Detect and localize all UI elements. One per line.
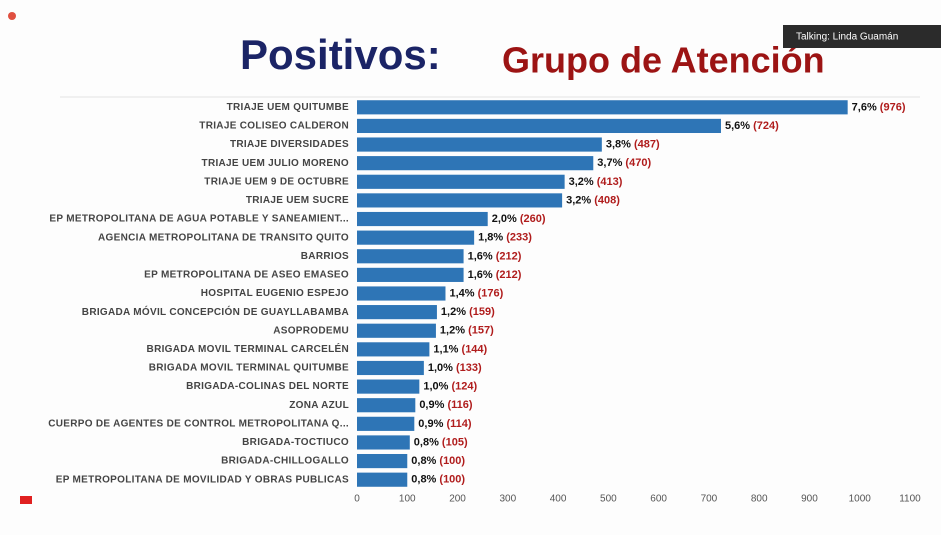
category-label: BRIGADA-TOCTIUCO <box>242 437 349 448</box>
value-label: 1,4% (176) <box>449 287 503 299</box>
value-label: 0,8% (100) <box>411 474 465 486</box>
value-label: 7,6% (976) <box>852 101 906 113</box>
bar <box>357 416 415 431</box>
bar <box>357 249 464 264</box>
chart-title: Positivos: <box>240 31 441 78</box>
value-label: 3,7% (470) <box>597 157 651 169</box>
talking-badge <box>783 25 941 48</box>
category-label: EP METROPOLITANA DE AGUA POTABLE Y SANEA… <box>49 214 349 225</box>
bar <box>357 472 408 487</box>
bar <box>357 323 436 338</box>
value-label: 3,2% (413) <box>569 176 623 188</box>
bar <box>357 137 602 152</box>
bar <box>357 435 410 450</box>
x-tick-label: 1000 <box>849 494 872 505</box>
x-tick-label: 800 <box>751 494 768 505</box>
value-label: 1,0% (124) <box>423 381 477 393</box>
x-tick-label: 100 <box>399 494 416 505</box>
category-label: TRIAJE UEM JULIO MORENO <box>202 158 349 169</box>
category-label: TRIAJE UEM 9 DE OCTUBRE <box>204 176 349 187</box>
category-label: BARRIOS <box>301 251 349 262</box>
value-label: 1,2% (159) <box>441 306 495 318</box>
category-label: TRIAJE COLISEO CALDERON <box>199 121 349 132</box>
x-tick-label: 0 <box>354 494 360 505</box>
category-label: TRIAJE DIVERSIDADES <box>230 139 349 150</box>
value-label: 0,9% (116) <box>419 399 473 411</box>
category-label: TRIAJE UEM SUCRE <box>246 195 349 206</box>
value-label: 1,2% (157) <box>440 325 494 337</box>
value-label: 1,0% (133) <box>428 362 482 374</box>
category-label: BRIGADA MOVIL TERMINAL CARCELÉN <box>147 342 349 355</box>
value-label: 1,1% (144) <box>433 343 487 355</box>
category-label: CUERPO DE AGENTES DE CONTROL METROPOLITA… <box>48 418 349 429</box>
value-label: 1,6% (212) <box>468 250 522 262</box>
value-label: 3,8% (487) <box>606 138 660 150</box>
category-label: BRIGADA-CHILLOGALLO <box>221 456 349 467</box>
bar <box>357 286 446 301</box>
category-label: HOSPITAL EUGENIO ESPEJO <box>201 288 349 299</box>
value-label: 1,6% (212) <box>468 269 522 281</box>
value-label: 0,9% (114) <box>418 418 472 430</box>
bar <box>357 342 430 357</box>
bar <box>357 156 594 171</box>
category-label: EP METROPOLITANA DE ASEO EMASEO <box>144 270 349 281</box>
x-tick-label: 500 <box>600 494 617 505</box>
talking-label: Talking: Linda Guamán <box>796 32 898 43</box>
value-label: 2,0% (260) <box>492 213 546 225</box>
value-label: 1,8% (233) <box>478 232 532 244</box>
bar <box>357 379 420 394</box>
x-tick-label: 900 <box>801 494 818 505</box>
category-label: ASOPRODEMU <box>273 325 349 336</box>
value-label: 0,8% (100) <box>411 455 465 467</box>
category-label: TRIAJE UEM QUITUMBE <box>227 102 349 113</box>
bar <box>357 193 563 208</box>
chart-subtitle: Grupo de Atención <box>502 40 825 81</box>
bar <box>357 360 424 376</box>
bar <box>357 118 721 134</box>
value-label: 5,6% (724) <box>725 120 779 132</box>
category-label: AGENCIA METROPOLITANA DE TRANSITO QUITO <box>98 232 349 243</box>
category-label: BRIGADA-COLINAS DEL NORTE <box>186 381 349 392</box>
bar <box>357 174 565 189</box>
bar <box>357 230 475 245</box>
bar <box>357 305 437 320</box>
category-label: BRIGADA MOVIL TERMINAL QUITUMBE <box>149 363 349 374</box>
value-label: 3,2% (408) <box>566 194 620 206</box>
slide-marker <box>20 496 32 504</box>
bar <box>357 398 416 413</box>
x-tick-label: 700 <box>701 494 718 505</box>
bar <box>357 100 848 115</box>
x-tick-label: 600 <box>650 494 667 505</box>
category-label: BRIGADA MÓVIL CONCEPCIÓN DE GUAYLLABAMBA <box>82 305 349 318</box>
category-label: EP METROPOLITANA DE MOVILIDAD Y OBRAS PU… <box>56 474 349 485</box>
x-tick-label: 300 <box>499 494 516 505</box>
bar <box>357 453 408 469</box>
value-label: 0,8% (105) <box>414 436 468 448</box>
x-tick-label: 1100 <box>899 494 921 505</box>
bar <box>357 267 464 282</box>
bar <box>357 211 488 227</box>
x-tick-label: 200 <box>449 494 466 505</box>
x-tick-label: 400 <box>550 494 567 505</box>
category-label: ZONA AZUL <box>289 400 349 411</box>
record-dot <box>8 12 16 20</box>
